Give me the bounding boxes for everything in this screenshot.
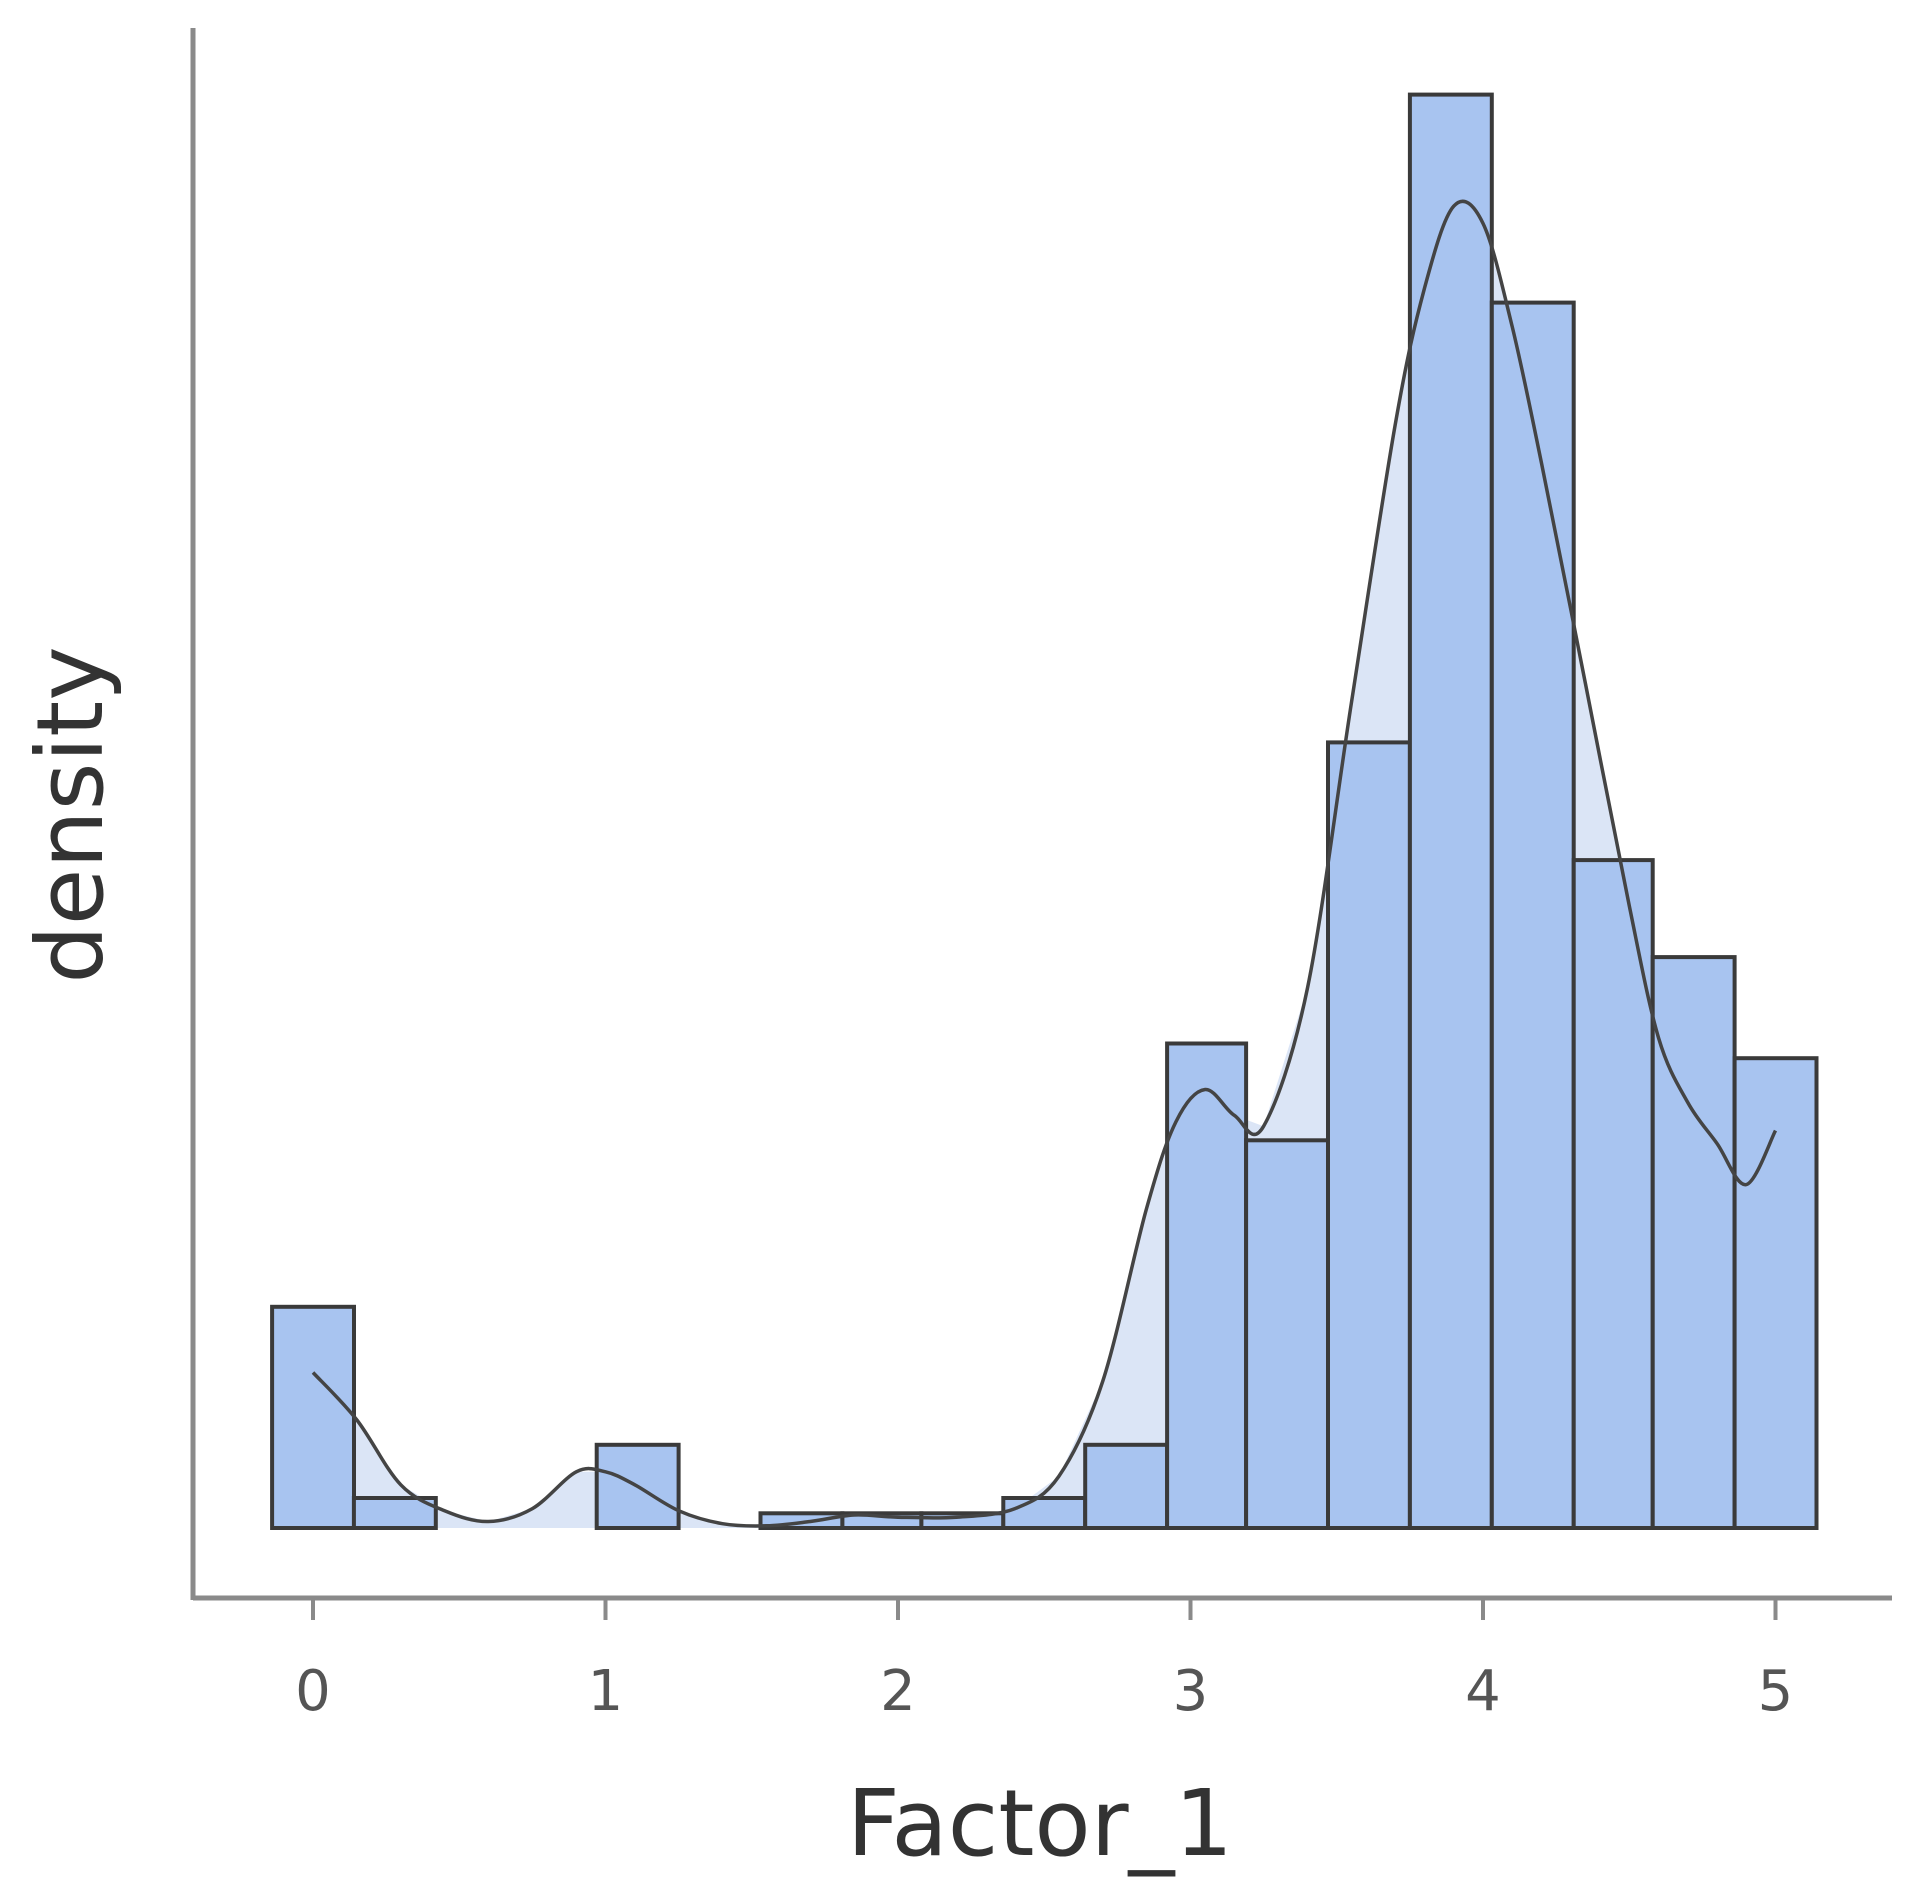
- kde-line: [311, 199, 1778, 1528]
- histogram-bar: [1001, 1496, 1088, 1530]
- histogram-bar: [1083, 1442, 1170, 1531]
- histogram-bar: [1489, 300, 1576, 1531]
- histogram-bar: [594, 1442, 681, 1531]
- histogram-bar: [1326, 740, 1412, 1530]
- y-axis-title: density: [17, 646, 124, 983]
- histogram-bar: [351, 1496, 438, 1530]
- x-ticks-layer: 0 1 2 3 4 5: [295, 1598, 1793, 1724]
- histogram-bar: [1650, 955, 1737, 1530]
- histogram-bar: [1732, 1056, 1819, 1530]
- bars-layer: [270, 92, 1819, 1531]
- x-tick-label: 5: [1758, 1659, 1794, 1724]
- x-axis-title: Factor_1: [847, 1770, 1233, 1877]
- histogram-bar: [270, 1304, 357, 1531]
- histogram-bar: [1571, 858, 1655, 1530]
- histogram-bar: [1407, 92, 1494, 1531]
- kde-line-layer: [311, 199, 1778, 1528]
- x-tick-label: 1: [588, 1659, 624, 1724]
- x-tick-label: 4: [1465, 1659, 1501, 1724]
- x-tick-label: 0: [295, 1659, 331, 1724]
- x-tick-label: 3: [1173, 1659, 1209, 1724]
- histogram-bar: [1244, 1138, 1330, 1531]
- x-tick-label: 2: [880, 1659, 916, 1724]
